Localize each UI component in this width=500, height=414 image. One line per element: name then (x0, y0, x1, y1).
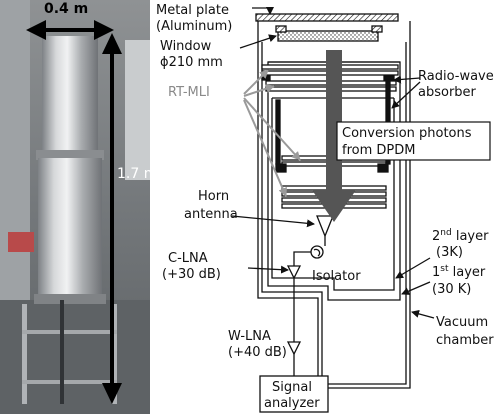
clna-pointer (247, 265, 289, 274)
schematic-labels: Metal plate (Aluminum) Window ϕ210 mm RT… (156, 3, 494, 411)
absorber-strip-left (275, 99, 281, 165)
second-layer-label-sup: nd (440, 228, 451, 238)
vacuum-label-1: Vacuum (436, 315, 488, 330)
second-layer-shield (271, 98, 395, 291)
conversion-photon-arrow (312, 50, 356, 222)
photo-stand-right (112, 304, 117, 404)
window-label-1: Window (160, 39, 212, 54)
photo-stand-bar-low (22, 380, 117, 384)
absorber-label-1: Radio-wave (418, 69, 494, 84)
first-layer-temp: (30 K) (432, 282, 471, 297)
metal-plate (255, 13, 399, 22)
cryostat-photo (0, 0, 150, 414)
signal-analyzer-label-2: analyzer (264, 396, 320, 411)
horn-antenna (316, 215, 334, 238)
width-arrowhead-right (94, 20, 114, 40)
absorber-pointer-2 (391, 81, 421, 109)
clna-symbol (286, 265, 302, 280)
window (277, 30, 379, 42)
horn-pointer (231, 215, 315, 228)
window-clamp-right (371, 25, 383, 33)
rt-mli-pointer-2 (243, 84, 275, 97)
rt-mli-pointers (243, 69, 301, 197)
conversion-label-2: from DPDM (342, 143, 415, 158)
horn-label-1: Horn (198, 189, 229, 204)
first-layer-label-sup: st (440, 264, 449, 274)
isolator-label: Isolator (312, 269, 361, 284)
window-label-2: ϕ210 mm (160, 55, 223, 70)
first-layer-label-number: 1 (432, 265, 440, 280)
photo-cylinder-ring (36, 150, 104, 160)
conversion-label-box (336, 121, 491, 161)
metal-plate-label-1: Metal plate (156, 3, 229, 18)
photo-cylinder-top (42, 36, 98, 156)
width-arrowhead-left (26, 20, 46, 40)
window-clamp-left (275, 25, 287, 33)
wlna-symbol (286, 341, 302, 356)
height-label: 1.7 m (117, 166, 157, 182)
rt-mli-pointer-3 (243, 97, 301, 161)
height-arrowhead-bottom (102, 383, 122, 404)
second-layer-pointer (395, 257, 431, 279)
second-layer-label-number: 2 (432, 229, 440, 244)
vacuum-pointer (411, 309, 435, 319)
absorber-pointer-1 (393, 75, 421, 84)
conversion-label-1: Conversion photons (342, 126, 472, 141)
second-layer-label-rest: layer (452, 229, 489, 244)
second-layer-label: 2nd layer (432, 228, 489, 244)
width-label: 0.4 m (44, 1, 88, 17)
isolator-arc (313, 248, 321, 257)
rt-mli-pointer-4 (243, 99, 287, 197)
photo-cable (60, 300, 64, 404)
photo-stand-bar (22, 330, 117, 334)
height-arrowhead-top (102, 33, 122, 54)
first-layer-pointer (401, 281, 431, 295)
rt-mli-pointer-1 (243, 69, 269, 95)
absorber-block-top-left (261, 75, 271, 81)
horn-label-2: antenna (184, 207, 238, 222)
photo-stand-left (22, 304, 27, 404)
wlna-label-1: W-LNA (228, 329, 271, 344)
label-pointers (231, 7, 435, 319)
photo-window-light (125, 40, 150, 180)
clna-label-1: C-LNA (168, 251, 208, 266)
signal-analyzer-box (259, 375, 329, 413)
isolator-symbol (310, 245, 324, 259)
rt-mli-label: RT-MLI (168, 85, 210, 100)
second-layer-temp: (3K) (436, 245, 463, 260)
photo-cylinder-bottom (38, 158, 102, 298)
wlna-label-2: (+40 dB) (228, 345, 287, 360)
clna-label-2: (+30 dB) (162, 267, 221, 282)
first-layer-shield (267, 61, 401, 301)
absorber-block-top-right (383, 75, 395, 81)
metal-plate-label-2: (Aluminum) (156, 19, 232, 34)
signal-line-clna (293, 251, 311, 266)
first-layer-label-rest: layer (449, 265, 486, 280)
photo-cylinder-base (34, 294, 106, 304)
metal-plate-pointer (252, 7, 274, 15)
absorber-block-mid-right (377, 163, 389, 173)
window-pointer (239, 34, 277, 49)
absorber-label-2: absorber (418, 85, 477, 100)
absorber-block-mid-left (275, 163, 287, 173)
photo-red-basket (8, 232, 34, 252)
signal-analyzer-label-1: Signal (272, 380, 312, 395)
vacuum-label-2: chamber (436, 333, 494, 348)
first-layer-label: 1st layer (432, 264, 486, 280)
